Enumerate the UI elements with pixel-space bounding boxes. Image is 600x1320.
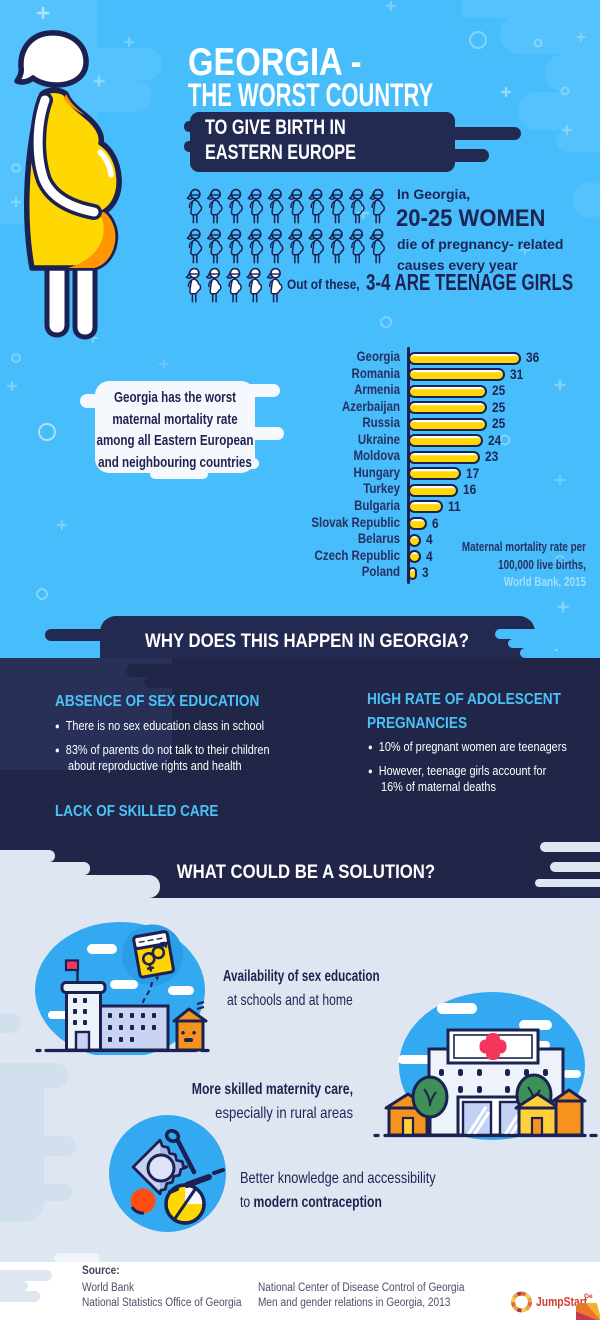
svg-text:JumpStart: JumpStart [536, 1296, 587, 1309]
svg-text:Ge: Ge [584, 1293, 593, 1300]
